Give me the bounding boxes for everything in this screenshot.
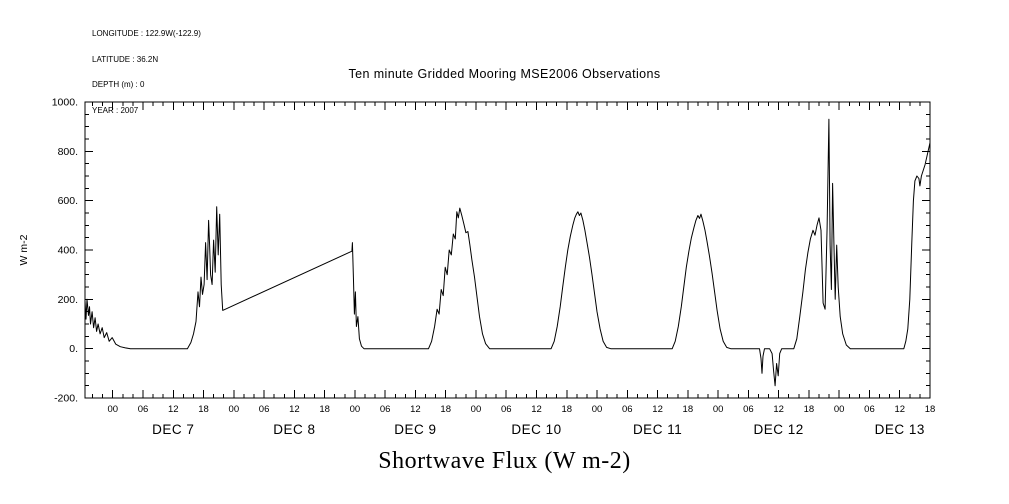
shortwave-flux-line <box>84 118 931 387</box>
plot-title: Ten minute Gridded Mooring MSE2006 Obser… <box>348 67 661 81</box>
svg-text:12: 12 <box>410 404 421 415</box>
y-tick-labels: 1000. 800. 600. 400. 200. 0. -200. <box>52 97 78 405</box>
svg-text:DEC 8: DEC 8 <box>273 422 315 437</box>
svg-text:12: 12 <box>289 404 300 415</box>
svg-text:DEC 7: DEC 7 <box>152 422 194 437</box>
svg-text:00: 00 <box>834 404 845 415</box>
x-axis-title: Shortwave Flux (W m-2) <box>378 448 631 474</box>
meta-depth: DEPTH (m) : 0 <box>92 80 145 89</box>
meta-longitude: LONGITUDE : 122.9W(-122.9) <box>92 29 201 38</box>
svg-text:0.: 0. <box>69 343 78 355</box>
svg-text:06: 06 <box>138 404 149 415</box>
svg-text:06: 06 <box>259 404 270 415</box>
svg-text:-200.: -200. <box>54 393 78 405</box>
day-labels: DEC 7 DEC 8 DEC 9 DEC 10 DEC 11 DEC 12 DEC 13 <box>152 422 925 437</box>
meta-year: YEAR : 2007 <box>92 105 139 115</box>
svg-text:12: 12 <box>894 404 905 415</box>
svg-text:400.: 400. <box>58 245 78 257</box>
svg-text:18: 18 <box>683 404 694 415</box>
svg-text:1000.: 1000. <box>52 97 78 109</box>
axis-ticks <box>85 101 931 399</box>
meta-latitude: LATITUDE : 36.2N <box>92 54 159 64</box>
svg-text:200.: 200. <box>58 294 78 306</box>
svg-text:12: 12 <box>652 404 663 415</box>
svg-text:DEC 11: DEC 11 <box>633 422 682 437</box>
svg-text:DEC 9: DEC 9 <box>394 422 436 437</box>
svg-text:600.: 600. <box>58 195 78 207</box>
svg-text:00: 00 <box>471 404 482 415</box>
svg-text:00: 00 <box>350 404 361 415</box>
y-axis-label: W m-2 <box>18 234 30 265</box>
svg-text:00: 00 <box>229 404 240 415</box>
hour-tick-labels: 00 06 12 18 00 06 12 18 00 06 12 18 00 06 12 18 00 06 12 18… <box>107 404 935 415</box>
svg-text:18: 18 <box>925 404 936 415</box>
svg-text:06: 06 <box>864 404 875 415</box>
plot-frame <box>84 101 931 399</box>
svg-text:06: 06 <box>622 404 633 415</box>
svg-text:06: 06 <box>743 404 754 415</box>
svg-text:800.: 800. <box>58 146 78 158</box>
svg-text:DEC 13: DEC 13 <box>875 422 925 437</box>
svg-text:DEC 10: DEC 10 <box>511 422 561 437</box>
svg-text:12: 12 <box>773 404 784 415</box>
svg-text:DEC 12: DEC 12 <box>754 422 804 437</box>
svg-text:06: 06 <box>380 404 391 415</box>
svg-text:18: 18 <box>198 404 209 415</box>
svg-text:18: 18 <box>561 404 572 415</box>
svg-text:18: 18 <box>804 404 815 415</box>
svg-text:18: 18 <box>319 404 330 415</box>
svg-text:18: 18 <box>440 404 451 415</box>
svg-text:00: 00 <box>592 404 603 415</box>
svg-text:06: 06 <box>501 404 512 415</box>
svg-text:12: 12 <box>168 404 179 415</box>
svg-text:00: 00 <box>107 404 118 415</box>
station-metadata: LONGITUDE : 122.9W(-122.9) LATITUDE : 36… <box>92 13 201 132</box>
svg-text:00: 00 <box>713 404 724 415</box>
svg-text:12: 12 <box>531 404 542 415</box>
